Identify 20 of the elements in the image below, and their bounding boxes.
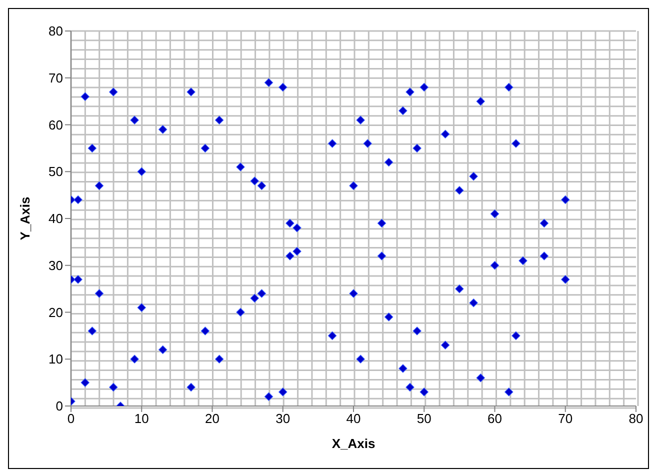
x-tick-label: 70 (558, 411, 573, 426)
x-tick-label: 30 (276, 411, 290, 426)
x-tick-label: 60 (488, 411, 502, 426)
y-tick-label: 60 (48, 117, 63, 132)
y-tick-label: 50 (48, 164, 63, 180)
x-tick-label: 20 (205, 411, 220, 426)
y-tick-label: 80 (48, 24, 63, 39)
x-tick-label: 10 (134, 411, 149, 426)
x-tick-label: 50 (416, 411, 432, 426)
y-tick-label: 10 (48, 352, 63, 367)
y-tick-label: 40 (48, 211, 63, 226)
y-tick-label: 0 (56, 398, 63, 414)
x-tick-label: 80 (628, 411, 644, 426)
y-tick-label: 70 (48, 70, 63, 86)
y-axis-title: Y_Axis (18, 196, 33, 240)
x-tick-label: 40 (346, 411, 361, 426)
x-tick-label: 0 (67, 411, 75, 426)
y-tick-label: 20 (48, 304, 63, 320)
x-axis-title: X_Axis (332, 436, 376, 451)
y-tick-label: 30 (48, 258, 63, 273)
